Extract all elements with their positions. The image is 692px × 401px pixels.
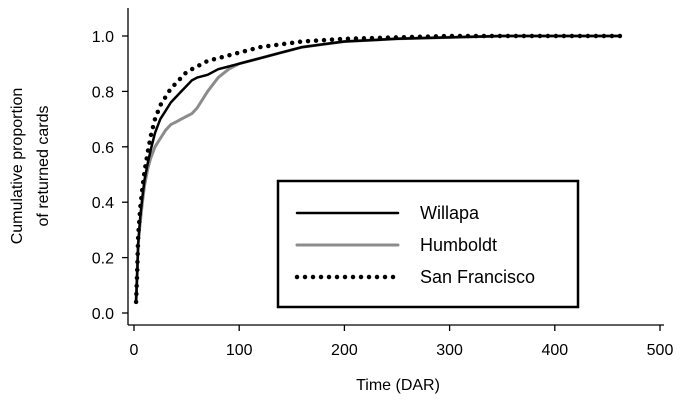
series-line-san-francisco [133,33,629,305]
x-tick-label: 200 [331,342,358,359]
x-tick-label: 500 [647,342,674,359]
y-axis: 0.0 0.2 0.4 0.6 0.8 1.0 [92,8,129,325]
y-tick-label: 0.0 [92,306,114,323]
x-tick-label: 100 [226,342,253,359]
legend-box [276,179,580,309]
x-axis-title: Time (DAR) [356,377,440,394]
y-tick-label: 1.0 [92,29,114,46]
y-tick-label: 0.2 [92,251,114,268]
y-axis-title-line: of returned cards [35,106,52,227]
y-tick-label: 0.8 [92,84,114,101]
series-line-willapa [134,34,620,304]
y-tick-label: 0.6 [92,140,114,157]
legend-label: Willapa [420,203,480,223]
y-axis-title-line: Cumulative proportion [9,88,26,245]
legend-label: San Francisco [420,267,535,287]
x-axis: 0 100 200 300 400 500 [128,324,674,359]
legend-label: Humboldt [420,235,497,255]
legend: Willapa Humboldt San Francisco [276,179,580,309]
plot-lines [133,33,629,305]
y-axis-title: Cumulative proportion of returned cards [9,88,52,245]
x-tick-label: 300 [436,342,463,359]
y-tick-label: 0.4 [92,195,114,212]
x-tick-label: 400 [541,342,568,359]
x-tick-label: 0 [130,342,139,359]
